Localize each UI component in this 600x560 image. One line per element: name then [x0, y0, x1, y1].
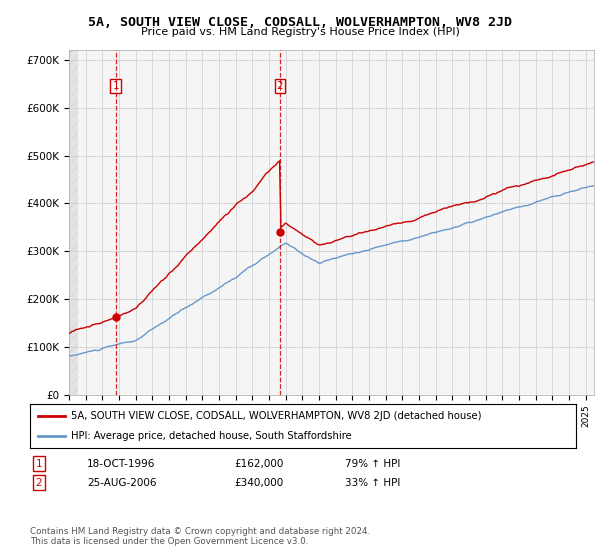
- Text: Price paid vs. HM Land Registry's House Price Index (HPI): Price paid vs. HM Land Registry's House …: [140, 27, 460, 37]
- Text: 2: 2: [35, 478, 43, 488]
- Text: £162,000: £162,000: [234, 459, 283, 469]
- Text: HPI: Average price, detached house, South Staffordshire: HPI: Average price, detached house, Sout…: [71, 431, 352, 441]
- Text: 33% ↑ HPI: 33% ↑ HPI: [345, 478, 400, 488]
- Text: 25-AUG-2006: 25-AUG-2006: [87, 478, 157, 488]
- Text: 1: 1: [35, 459, 43, 469]
- Text: 79% ↑ HPI: 79% ↑ HPI: [345, 459, 400, 469]
- Text: 2: 2: [277, 81, 283, 91]
- Bar: [69, 50, 78, 395]
- Text: 18-OCT-1996: 18-OCT-1996: [87, 459, 155, 469]
- Text: 5A, SOUTH VIEW CLOSE, CODSALL, WOLVERHAMPTON, WV8 2JD (detached house): 5A, SOUTH VIEW CLOSE, CODSALL, WOLVERHAM…: [71, 411, 481, 421]
- Text: £340,000: £340,000: [234, 478, 283, 488]
- Text: Contains HM Land Registry data © Crown copyright and database right 2024.
This d: Contains HM Land Registry data © Crown c…: [30, 527, 370, 546]
- Text: 5A, SOUTH VIEW CLOSE, CODSALL, WOLVERHAMPTON, WV8 2JD: 5A, SOUTH VIEW CLOSE, CODSALL, WOLVERHAM…: [88, 16, 512, 29]
- Text: 1: 1: [112, 81, 119, 91]
